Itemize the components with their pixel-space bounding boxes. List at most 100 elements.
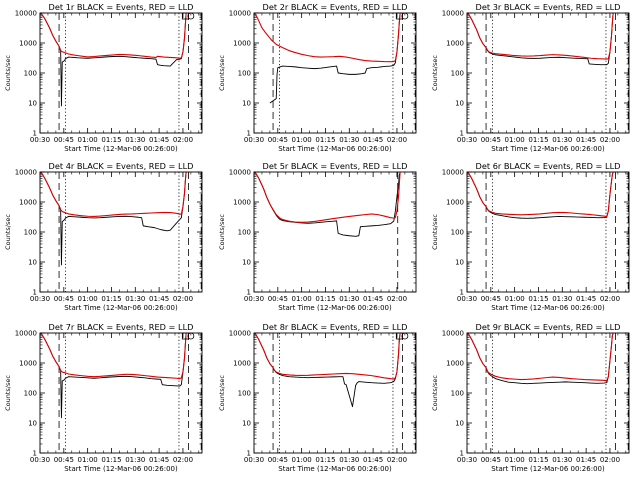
y-axis-ticks: 1 10 100 1000 10000 [15,10,202,138]
x-tick-label: 01:45 [363,136,383,144]
y-tick-label: 10 [242,259,251,267]
x-tick-label: 01:00 [292,456,312,464]
series-line-lld [254,13,401,63]
x-tick-label: 02:00 [600,295,620,303]
x-tick-label: 00:45 [54,295,74,303]
x-tick-label: 01:30 [339,456,359,464]
x-tick-label: 01:15 [315,136,335,144]
x-tick-label: 00:45 [481,456,501,464]
detector-plot-8: Det 8r BLACK = Events, RED = LLD Counts/s… [218,322,417,473]
x-tick-label: 01:30 [552,136,572,144]
x-tick-label: 02:00 [173,456,193,464]
series-line-lld [467,172,614,217]
y-tick-label: 10 [28,259,37,267]
y-tick-label: 1000 [233,199,251,207]
x-axis-ticks: 00:30 00:45 01:00 01:15 01:30 01:45 02:00 [30,172,200,303]
x-tick-label: 01:45 [149,136,169,144]
series-group [254,172,401,237]
plot-frame [39,332,203,454]
x-tick-label: 01:15 [528,136,548,144]
y-tick-label: 1000 [233,360,251,368]
x-tick-label: 01:15 [101,136,121,144]
x-tick-label: 00:45 [268,136,288,144]
x-tick-label: 00:45 [268,295,288,303]
x-axis-title: Start Time (12-Mar-06 00:26:00) [278,465,392,473]
x-tick-label: 01:30 [552,456,572,464]
x-tick-label: 00:30 [30,456,50,464]
x-tick-label: 01:15 [101,295,121,303]
x-tick-label: 01:15 [528,456,548,464]
x-axis-title: Start Time (12-Mar-06 00:26:00) [491,304,605,312]
y-axis-label: Counts/sec [218,55,226,91]
y-tick-label: 1 [247,450,251,458]
series-line-events [254,333,401,408]
y-axis-ticks: 1 10 100 1000 10000 [229,10,416,138]
plot-frame [466,12,630,134]
series-line-lld [40,13,187,59]
x-tick-label: 01:00 [78,456,98,464]
plot-title: Det 6r BLACK = Events, RED = LLD [476,161,621,171]
y-tick-label: 10000 [442,169,464,177]
y-axis-label: Counts/sec [4,375,12,411]
y-tick-label: 10 [28,420,37,428]
y-tick-label: 10000 [229,10,251,18]
series-group [40,333,187,419]
x-tick-label: 01:30 [125,295,145,303]
detector-plot-3: Det 3r BLACK = Events, RED = LLD Counts/s… [431,2,630,153]
x-tick-label: 00:30 [244,456,264,464]
plot-frame [466,171,630,293]
x-tick-label: 01:45 [149,295,169,303]
series-group [40,172,187,266]
y-axis-ticks: 1 10 100 1000 10000 [442,169,629,297]
y-tick-label: 100 [451,229,464,237]
series-line-events [467,333,614,385]
plot-frame [253,332,417,454]
y-axis-ticks: 1 10 100 1000 10000 [229,169,416,297]
y-tick-label: 10 [455,259,464,267]
y-axis-label: Counts/sec [218,214,226,250]
y-tick-label: 100 [24,229,37,237]
x-tick-label: 00:30 [30,295,50,303]
y-tick-label: 10000 [442,330,464,338]
plot-title: Det 8r BLACK = Events, RED = LLD [263,322,408,332]
plot-title: Det 9r BLACK = Events, RED = LLD [476,322,621,332]
y-axis-label: Counts/sec [4,55,12,91]
plot-title: Det 3r BLACK = Events, RED = LLD [476,2,621,12]
x-tick-label: 01:00 [292,295,312,303]
y-axis-ticks: 1 10 100 1000 10000 [442,330,629,458]
series-line-events [254,172,401,237]
y-tick-label: 1000 [446,199,464,207]
series-line-lld [254,333,401,380]
y-tick-label: 1 [247,130,251,138]
series-group [254,13,401,104]
series-line-lld [467,13,614,60]
y-tick-label: 100 [451,390,464,398]
y-axis-label: Counts/sec [218,375,226,411]
detector-plot-6: Det 6r BLACK = Events, RED = LLD Counts/s… [431,161,630,312]
y-tick-label: 10 [455,420,464,428]
x-tick-label: 00:30 [30,136,50,144]
x-axis-title: Start Time (12-Mar-06 00:26:00) [491,465,605,473]
series-line-lld [40,172,187,217]
x-axis-ticks: 00:30 00:45 01:00 01:15 01:30 01:45 02:00 [244,172,414,303]
y-tick-label: 1000 [19,199,37,207]
x-tick-label: 00:45 [54,136,74,144]
detector-plot-1: Det 1r BLACK = Events, RED = LLD Counts/s… [4,2,203,153]
x-tick-label: 01:00 [292,136,312,144]
y-tick-label: 1000 [446,360,464,368]
series-group [467,333,614,385]
y-axis-ticks: 1 10 100 1000 10000 [229,330,416,458]
y-tick-label: 10000 [229,330,251,338]
y-tick-label: 10 [28,100,37,108]
x-tick-label: 02:00 [387,456,407,464]
y-tick-label: 1 [460,130,464,138]
x-axis-title: Start Time (12-Mar-06 00:26:00) [64,304,178,312]
y-tick-label: 100 [238,229,251,237]
y-axis-label: Counts/sec [431,55,439,91]
x-axis-ticks: 00:30 00:45 01:00 01:15 01:30 01:45 02:00 [244,13,414,144]
x-tick-label: 02:00 [387,136,407,144]
y-tick-label: 10000 [15,330,37,338]
series-line-lld [40,333,187,380]
y-tick-label: 100 [451,70,464,78]
